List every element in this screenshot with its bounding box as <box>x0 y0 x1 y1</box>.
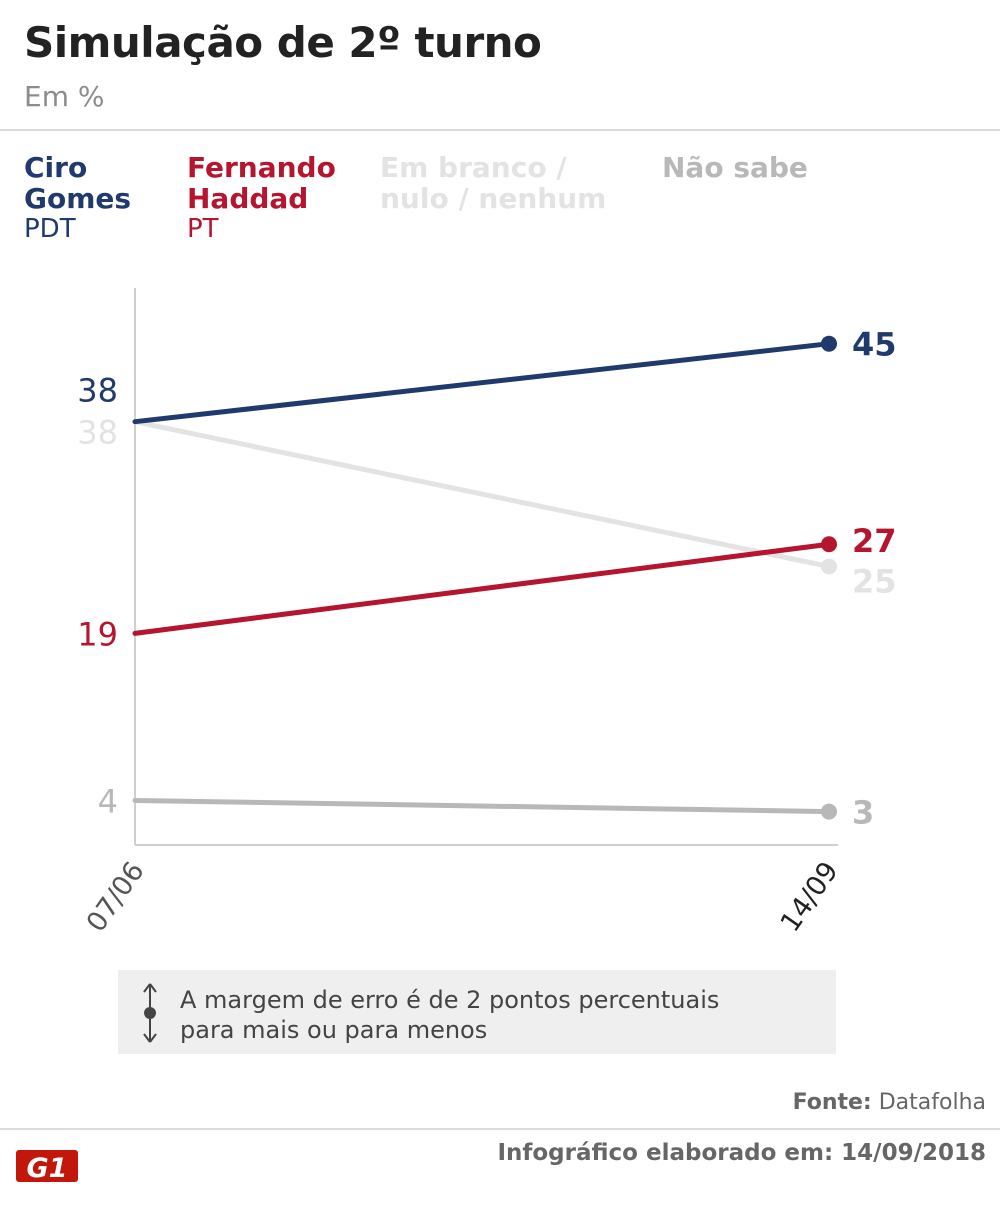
source-value: Datafolha <box>878 1090 986 1115</box>
legend-name: Fernando Haddad <box>187 151 336 215</box>
data-point-marker <box>821 335 837 352</box>
end-value-label: 3 <box>852 794 874 832</box>
note-text: A margem de erro é de 2 pontos percentua… <box>180 986 720 1044</box>
start-value-label: 38 <box>77 372 118 410</box>
margin-of-error-note: A margem de erro é de 2 pontos percentua… <box>118 970 836 1054</box>
legend-item-ciro: Ciro Gomes PDT <box>24 152 131 244</box>
legend-item-nao-sabe: Não sabe <box>662 152 808 183</box>
source-label: Fonte: <box>792 1090 872 1115</box>
legend-name: Em branco / nulo / nenhum <box>380 151 607 215</box>
legend-party: PDT <box>24 214 76 244</box>
g1-logo-icon: G1 <box>16 1150 78 1184</box>
legend-item-haddad: Fernando Haddad PT <box>187 152 336 244</box>
end-value-label: 45 <box>852 326 897 364</box>
end-value-label: 25 <box>852 563 897 601</box>
series-line <box>132 341 832 425</box>
footer-divider <box>0 1128 1000 1130</box>
legend-party: PT <box>187 214 219 244</box>
start-value-label: 19 <box>77 615 118 653</box>
page-title: Simulação de 2º turno <box>24 18 542 67</box>
series-line <box>132 797 832 815</box>
data-point-marker <box>821 558 837 575</box>
start-value-label: 38 <box>77 414 118 452</box>
logo-text: G1 <box>27 1153 68 1184</box>
end-value-label: 27 <box>852 522 897 560</box>
legend-name: Ciro Gomes <box>24 151 132 215</box>
header-divider <box>0 129 1000 131</box>
data-point-marker <box>821 536 837 553</box>
series-line <box>132 419 832 569</box>
series-layer <box>132 335 837 820</box>
x-tick-label: 07/06 <box>81 856 151 938</box>
page-subtitle: Em % <box>24 80 105 113</box>
series-line <box>132 541 832 636</box>
margin-of-error-icon <box>143 983 157 1043</box>
start-value-label: 4 <box>98 782 118 820</box>
x-tick-label: 14/09 <box>775 856 845 938</box>
source-line: Fonte: Datafolha <box>793 1090 986 1115</box>
credit-line: Infográfico elaborado em: 14/09/2018 <box>497 1140 986 1166</box>
legend-name: Não sabe <box>662 151 808 184</box>
data-point-marker <box>821 803 837 820</box>
legend-item-branco: Em branco / nulo / nenhum <box>380 152 606 214</box>
